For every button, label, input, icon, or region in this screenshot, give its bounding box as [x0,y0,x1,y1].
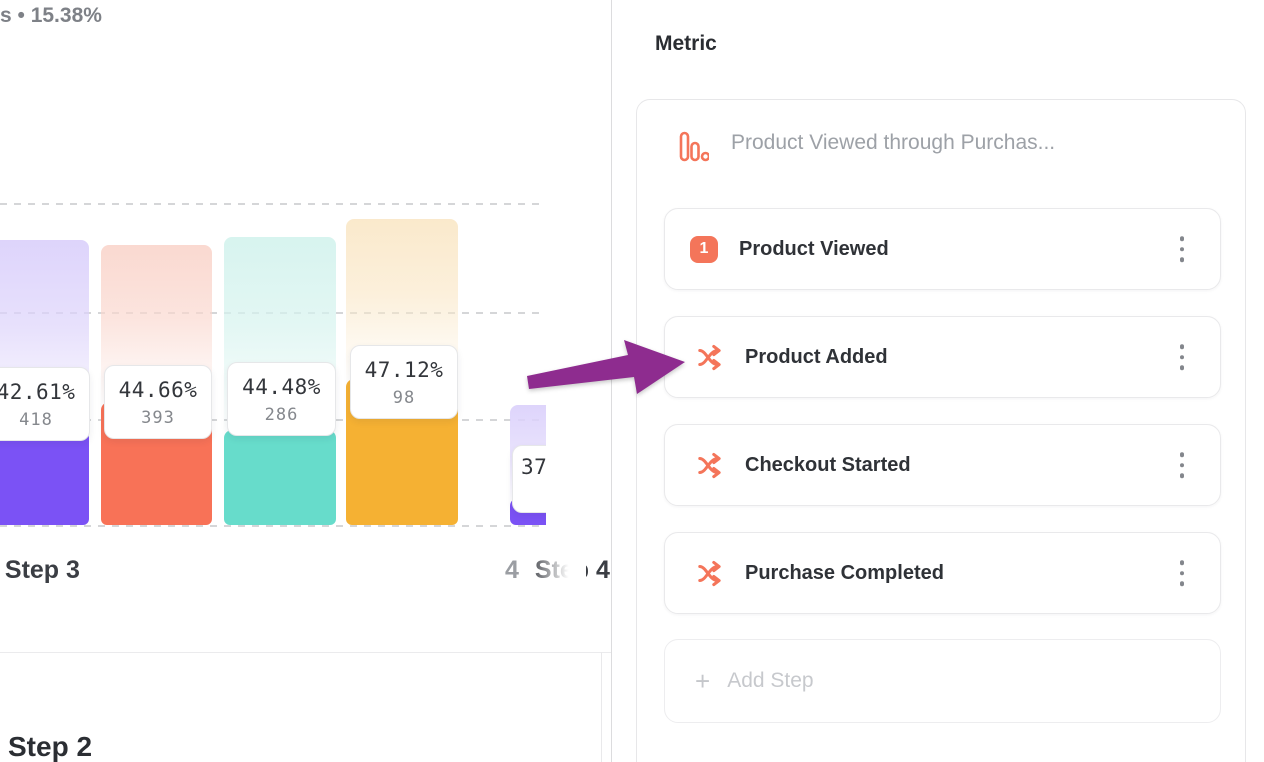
section-divider [0,652,611,653]
step-number-badge: 1 [690,235,718,263]
add-step-button[interactable]: + Add Step [664,639,1221,723]
metric-card: Product Viewed through Purchas... 1 Prod… [636,99,1246,762]
conversion-count: 286 [264,404,299,425]
conversion-count: 393 [141,407,175,428]
conversion-percent: 44.66% [118,377,198,402]
step-row-product-viewed[interactable]: 1 Product Viewed [664,208,1221,290]
x-axis-label-step-3: 3Step 3 [0,556,80,585]
conversion-label-box: 44.48% 286 [227,362,336,436]
conversion-count: 418 [19,409,53,430]
conversion-percent: 37 [521,455,546,479]
step-kebab-menu-icon[interactable] [1174,446,1191,484]
section-title-step-2: Step 2 [8,731,93,762]
conversion-label-box: 42.61% 418 [0,367,90,441]
conversion-label-box: 37 [512,445,546,513]
metric-card-header[interactable]: Product Viewed through Purchas... [637,100,1245,188]
chart-fade-overlay [528,548,586,598]
bottom-card-edge [601,652,602,762]
conversion-percent: 44.48% [242,374,321,399]
step-kebab-menu-icon[interactable] [1174,554,1191,592]
step-kebab-menu-icon[interactable] [1174,338,1191,376]
shuffle-icon [696,559,724,587]
conversion-label-box: 44.66% 393 [104,365,212,439]
step-label: Purchase Completed [745,561,944,584]
conversion-percent: 42.61% [0,379,76,404]
step-label: Product Added [745,345,888,368]
gridline [0,525,546,527]
conversion-percent: 47.12% [364,357,444,382]
funnel-chart-icon [679,131,711,168]
funnel-bar-converted-purple[interactable] [0,430,89,525]
step-name: Step 3 [4,556,80,584]
funnel-bar-converted-teal[interactable] [224,430,336,525]
step-kebab-menu-icon[interactable] [1174,230,1191,268]
panel-title: Metric [655,32,717,55]
conversion-label-box: 47.12% 98 [350,345,458,419]
conversion-count: 98 [392,387,416,408]
plus-icon: + [695,666,711,696]
funnel-chart: 42.61% 418 44.66% 393 44.48% 286 47.12% 98 37 [0,0,546,552]
metric-title: Product Viewed through Purchas... [731,131,1056,154]
step-number: 4 [505,556,519,584]
step-row-purchase-completed[interactable]: Purchase Completed [664,532,1221,614]
x-axis-labels: 3Step 34Step 4 [0,552,611,600]
step-row-checkout-started[interactable]: Checkout Started [664,424,1221,506]
shuffle-icon [696,451,724,479]
step-row-product-added[interactable]: Product Added [664,316,1221,398]
add-step-label: Add Step [727,669,814,692]
metric-panel: Metric Product Viewed through Purchas...… [612,0,1264,762]
funnel-chart-region: s • 15.38% 42.61% 418 44.66% 393 44.48% 286 47… [0,0,611,762]
step-label: Checkout Started [745,453,911,476]
step-label: Product Viewed [739,237,889,260]
conversion-summary-partial: s • 15.38% [0,4,102,27]
gridline [0,203,546,205]
shuffle-icon [696,343,724,371]
